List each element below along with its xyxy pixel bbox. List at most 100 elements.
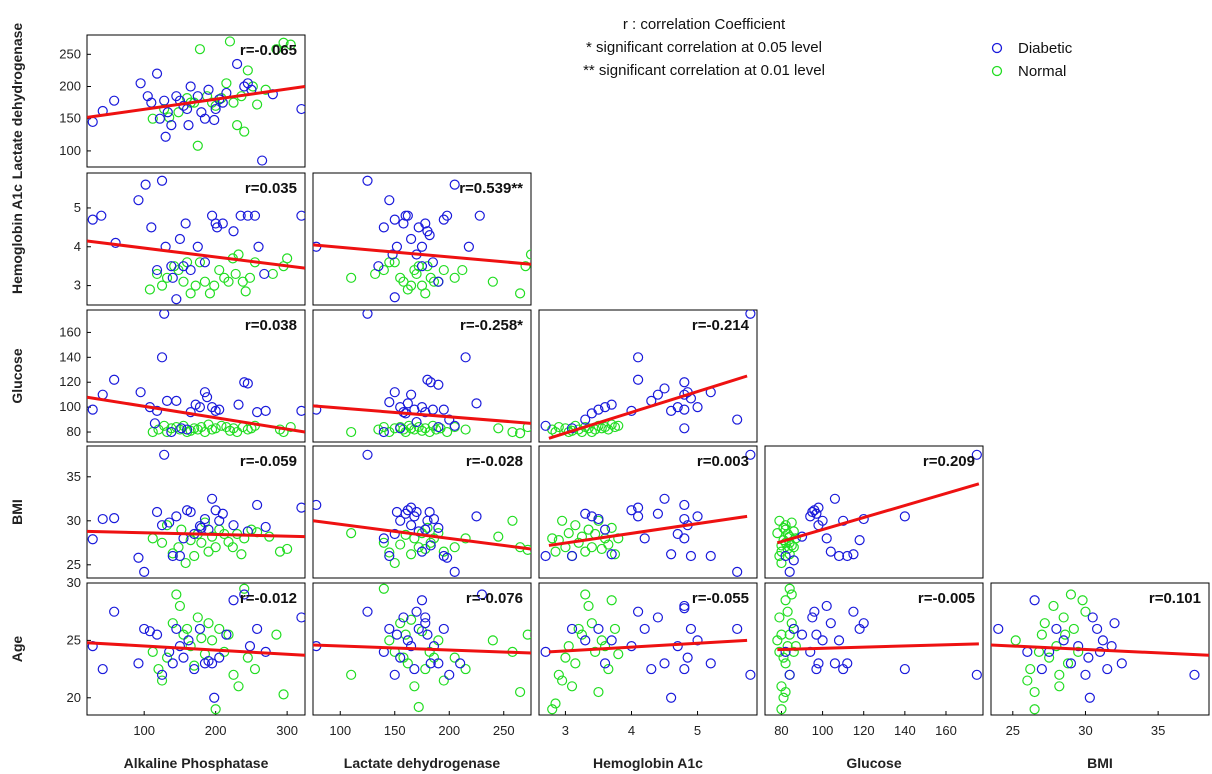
point-normal (156, 675, 168, 686)
point-normal (1029, 686, 1040, 698)
fit-line (313, 404, 531, 425)
point-diabetic (296, 502, 305, 513)
point-diabetic (807, 612, 818, 623)
point-diabetic (471, 511, 482, 522)
point-diabetic (444, 414, 455, 425)
point-normal (206, 635, 218, 646)
point-diabetic (171, 511, 182, 522)
point-normal (586, 542, 597, 553)
point-diabetic (646, 663, 657, 675)
correlation-label: r=0.038 (245, 317, 297, 334)
point-diabetic (171, 294, 182, 305)
point-diabetic (659, 658, 670, 669)
correlation-label: r=0.101 (1149, 590, 1201, 607)
point-normal (583, 600, 594, 612)
point-diabetic (416, 595, 428, 606)
point-normal (420, 288, 431, 299)
point-diabetic (214, 652, 225, 663)
point-diabetic (599, 524, 611, 535)
point-normal (203, 546, 214, 557)
panel-marks (313, 449, 531, 577)
point-diabetic (416, 261, 428, 272)
point-diabetic (1102, 663, 1113, 675)
point-diabetic (829, 493, 841, 504)
panel-marks (540, 449, 756, 577)
point-diabetic (395, 423, 406, 434)
point-normal (204, 288, 216, 299)
point-normal (580, 589, 591, 600)
point-normal (240, 286, 251, 297)
panel-age-vs-hemoglobin-a1c: 3 4 5 r=-0.055 (538, 582, 758, 738)
panel-bmi-vs-hemoglobin-a1c: r=0.003 (538, 445, 758, 579)
y-tick-label: 200 (59, 79, 81, 94)
point-diabetic (433, 421, 444, 433)
y-axis-label-glucose: Glucose (9, 348, 25, 403)
point-diabetic (745, 310, 756, 319)
point-normal (790, 641, 801, 652)
point-diabetic (652, 612, 664, 623)
x-tick-label: 200 (205, 723, 227, 738)
point-normal (194, 257, 206, 268)
point-normal (189, 660, 200, 671)
point-diabetic (606, 635, 617, 646)
point-diabetic (389, 528, 400, 540)
point-diabetic (679, 423, 690, 434)
point-diabetic (1029, 595, 1040, 606)
point-diabetic (441, 552, 453, 563)
point-diabetic (427, 257, 438, 268)
point-normal (161, 272, 173, 283)
point-diabetic (199, 513, 211, 525)
point-normal (171, 589, 182, 600)
point-diabetic (679, 513, 690, 525)
point-normal (593, 686, 604, 698)
point-diabetic (384, 550, 395, 562)
x-tick-label: 200 (438, 723, 460, 738)
fit-line (87, 529, 305, 539)
point-normal (236, 549, 247, 560)
point-diabetic (162, 107, 173, 118)
panel-frame (764, 445, 984, 579)
point-diabetic (413, 623, 424, 635)
x-tick-label: 120 (853, 723, 875, 738)
correlation-label: r=0.539** (459, 180, 523, 197)
point-diabetic (848, 549, 859, 560)
point-diabetic (384, 195, 395, 206)
point-normal (402, 658, 413, 669)
y-tick-label: 160 (59, 324, 81, 339)
point-diabetic (566, 623, 578, 635)
y-tick-label: 4 (74, 239, 81, 254)
point-diabetic (260, 405, 271, 416)
point-diabetic (384, 397, 395, 408)
point-normal (427, 420, 438, 431)
legend-label-diabetic: Diabetic (1018, 40, 1073, 57)
point-diabetic (406, 641, 417, 652)
x-axis-label-hemoglobin-a1c: Hemoglobin A1c (593, 755, 703, 771)
point-diabetic (249, 210, 261, 221)
y-tick-label: 150 (59, 111, 81, 126)
point-diabetic (1083, 652, 1094, 663)
y-tick-label: 25 (67, 557, 81, 572)
panel-frame (312, 172, 532, 306)
point-diabetic (420, 218, 431, 229)
panel-age-vs-lactate-dehydrogenase: 100 150 200 250 r=-0.076 (312, 582, 532, 738)
fit-line (87, 395, 305, 434)
point-normal (271, 44, 282, 55)
point-diabetic (151, 68, 163, 79)
point-diabetic (194, 623, 206, 635)
point-diabetic (811, 629, 822, 640)
point-diabetic (411, 606, 422, 617)
point-diabetic (811, 663, 822, 675)
point-diabetic (692, 402, 703, 413)
notes: r : correlation Coefficient * significan… (583, 16, 825, 79)
panel-frame (538, 445, 758, 579)
point-diabetic (1051, 623, 1062, 635)
panel-age-vs-bmi: 25 30 35 r=0.101 (990, 582, 1210, 738)
point-diabetic (593, 623, 604, 635)
y-tick-label: 80 (67, 424, 81, 439)
point-diabetic (449, 179, 460, 190)
point-diabetic (159, 449, 170, 460)
point-diabetic (362, 606, 373, 617)
point-normal (194, 44, 206, 55)
fit-line (776, 482, 980, 545)
panel-marks (87, 310, 305, 438)
